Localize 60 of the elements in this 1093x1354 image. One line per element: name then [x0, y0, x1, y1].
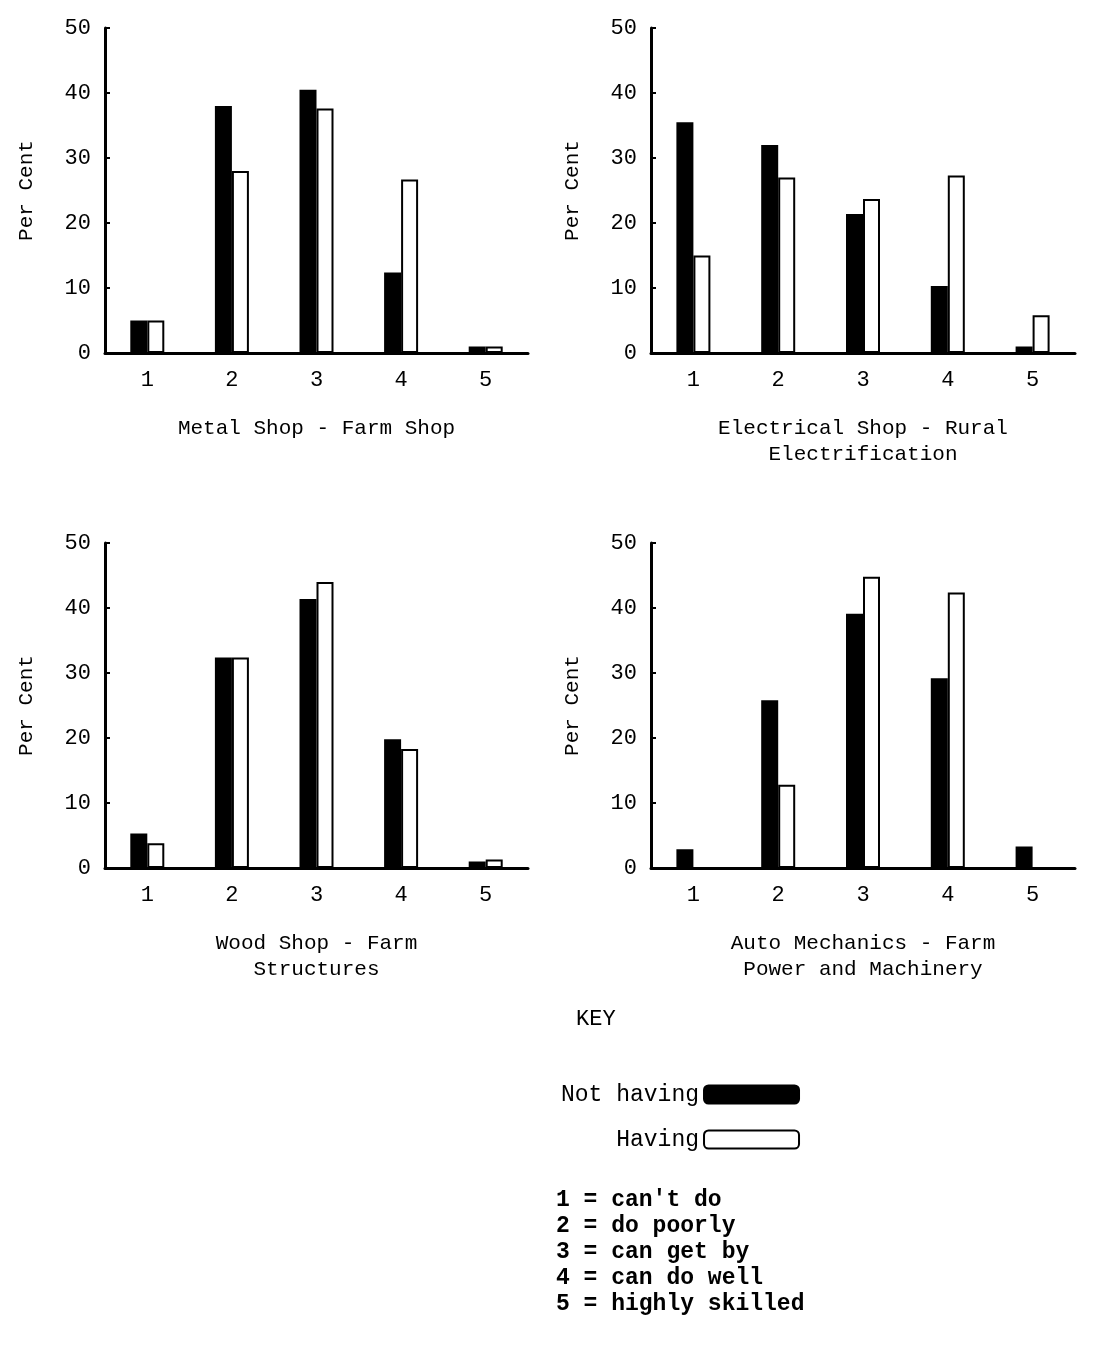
- y-tick-label: 50: [64, 15, 91, 41]
- x-tick-label: 5: [1026, 367, 1040, 393]
- x-tick-label: 3: [309, 367, 324, 393]
- y-tick-label: 0: [77, 340, 91, 366]
- x-tick-label: 2: [771, 882, 785, 908]
- x-tick-label: 4: [941, 882, 955, 908]
- legend-label: Not having: [560, 1081, 700, 1108]
- x-axis-title: Auto Mechanics - Farm Power and Machinery: [730, 931, 996, 981]
- x-tick-label: 4: [941, 367, 955, 393]
- y-tick-label: 0: [623, 340, 637, 366]
- x-tick-label: 3: [856, 367, 870, 393]
- y-tick-label: 40: [610, 595, 637, 621]
- x-tick-label: 1: [140, 882, 154, 908]
- y-tick-label: 0: [623, 855, 637, 881]
- y-tick-label: 40: [64, 595, 91, 621]
- text: 2 = do poorly: [556, 1212, 736, 1239]
- x-axis-title: Metal Shop - Farm Shop: [177, 416, 456, 440]
- legend-label: Having: [616, 1126, 700, 1153]
- y-tick-label: 10: [64, 790, 91, 816]
- y-tick-label: 20: [610, 725, 637, 751]
- text: 1 = can't do: [556, 1186, 722, 1213]
- y-tick-label: 10: [64, 275, 91, 301]
- y-axis-title: Per Cent: [15, 140, 38, 241]
- y-tick-label: 10: [610, 790, 637, 816]
- x-tick-label: 1: [686, 882, 700, 908]
- y-tick-label: 20: [64, 210, 91, 236]
- y-tick-label: 30: [610, 660, 637, 686]
- y-tick-label: 50: [64, 530, 91, 556]
- x-tick-label: 1: [140, 367, 154, 393]
- x-tick-label: 2: [225, 882, 239, 908]
- x-tick-label: 1: [686, 367, 700, 393]
- y-tick-label: 30: [64, 145, 91, 171]
- x-tick-label: 4: [394, 367, 408, 393]
- legend-title: KEY: [576, 1006, 616, 1032]
- text: 4 = can do well: [556, 1264, 764, 1291]
- x-tick-label: 3: [856, 882, 870, 908]
- y-tick-label: 30: [610, 145, 637, 171]
- x-tick-label: 3: [309, 882, 324, 908]
- x-tick-label: 5: [479, 367, 493, 393]
- x-tick-label: 5: [1026, 882, 1040, 908]
- x-tick-label: 2: [771, 367, 785, 393]
- y-axis-title: Per Cent: [561, 140, 584, 241]
- y-tick-label: 40: [610, 80, 637, 106]
- y-axis-title: Per Cent: [15, 655, 38, 756]
- x-axis-title: Electrical Shop - Rural Electrification: [718, 416, 1008, 466]
- x-tick-label: 5: [479, 882, 493, 908]
- x-tick-label: 4: [394, 882, 408, 908]
- y-tick-label: 20: [610, 210, 637, 236]
- y-axis-title: Per Cent: [561, 655, 584, 756]
- y-tick-label: 50: [610, 530, 637, 556]
- text: 3 = can get by: [556, 1238, 750, 1265]
- x-axis-title: Wood Shop - Farm Structures: [215, 931, 418, 981]
- y-tick-label: 10: [610, 275, 637, 301]
- y-tick-label: 50: [610, 15, 637, 41]
- y-tick-label: 0: [77, 855, 91, 881]
- y-tick-label: 20: [64, 725, 91, 751]
- x-tick-label: 2: [225, 367, 239, 393]
- y-tick-label: 40: [64, 80, 91, 106]
- text: 5 = highly skilled: [556, 1290, 805, 1317]
- y-tick-label: 30: [64, 660, 91, 686]
